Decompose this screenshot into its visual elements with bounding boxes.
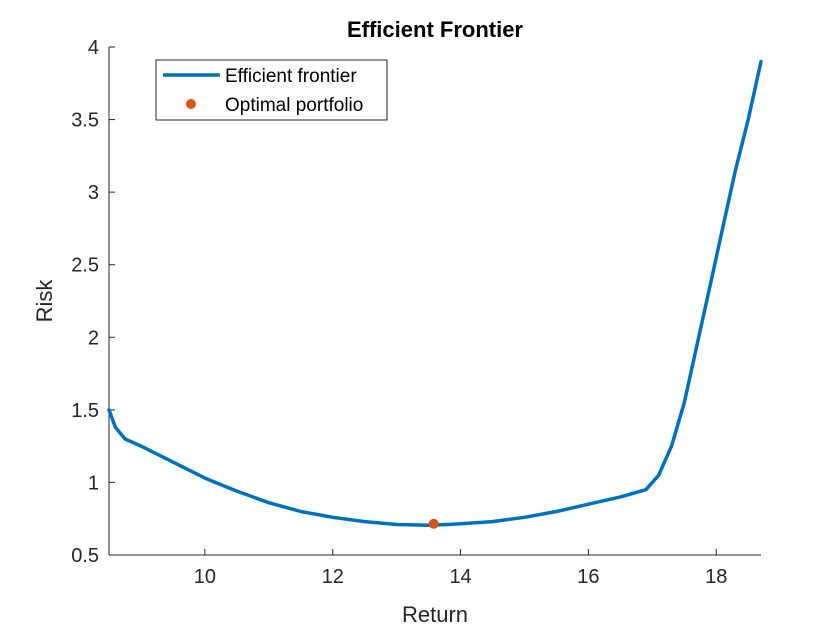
legend-box [155, 59, 388, 121]
series-group [107, 59, 763, 529]
optimal-portfolio-point [428, 518, 439, 529]
y-tick-label: 2 [88, 327, 99, 349]
legend-label-efficient-frontier: Efficient frontier [225, 66, 357, 87]
y-tick-label: 4 [88, 37, 99, 59]
chart-title: Efficient Frontier [347, 17, 523, 42]
y-tick-label: 1.5 [71, 400, 99, 422]
y-tick-label: 3 [88, 182, 99, 204]
legend: Efficient frontier Optimal portfolio [155, 59, 388, 121]
y-axis-label: Risk [32, 279, 57, 323]
x-tick-label: 12 [322, 566, 344, 588]
axes-lines [108, 47, 761, 556]
legend-label-optimal-portfolio: Optimal portfolio [225, 95, 363, 116]
x-axis-label: Return [402, 602, 468, 627]
series-line-efficient-frontier [107, 59, 763, 527]
y-tick-label: 3.5 [71, 110, 99, 132]
x-tick-label: 16 [577, 566, 599, 588]
y-tick-label: 0.5 [71, 545, 99, 567]
x-tick-label: 10 [194, 566, 216, 588]
y-tick-label: 1 [88, 472, 99, 494]
x-axis-ticks: 10 12 14 16 18 [194, 549, 727, 588]
x-tick-label: 14 [449, 566, 471, 588]
y-axis-ticks: 0.5 1 1.5 2 2.5 3 3.5 4 [71, 37, 115, 567]
y-tick-label: 2.5 [71, 255, 99, 277]
x-tick-label: 18 [705, 566, 727, 588]
legend-marker-swatch [186, 99, 196, 109]
plot-area [109, 47, 761, 555]
